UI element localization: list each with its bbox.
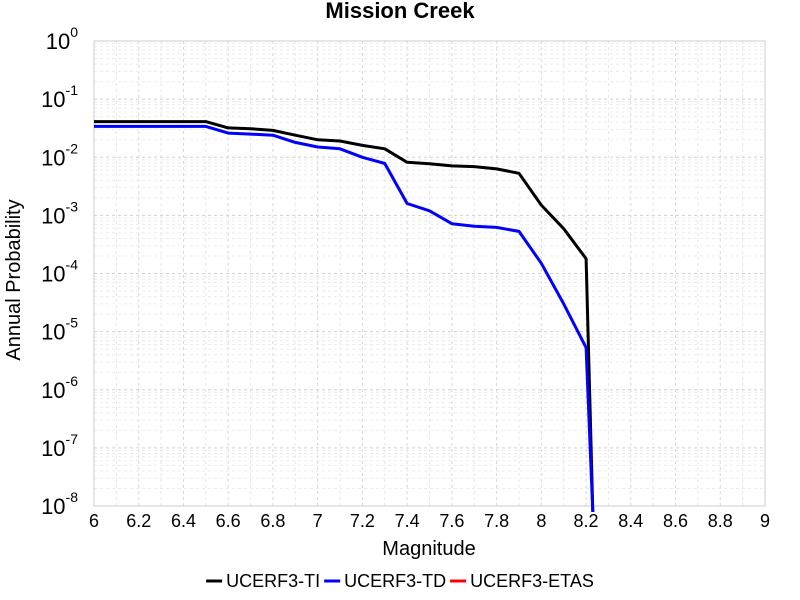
chart-title: Mission Creek	[325, 0, 475, 23]
legend: UCERF3-TI UCERF3-TD UCERF3-ETAS	[206, 571, 594, 591]
y-ticks: 100 10-1 10-2 10-3 10-4 10-5 10-6 10-7 10-8	[41, 24, 78, 519]
x-tick-label: 9	[760, 511, 770, 531]
x-tick-label: 8.6	[663, 511, 688, 531]
x-tick-label: 7.4	[395, 511, 420, 531]
y-tick-label: 10-2	[41, 140, 78, 170]
x-tick-label: 8.8	[708, 511, 733, 531]
y-tick-label: 10-3	[41, 198, 78, 228]
series-line-ucerf3-ti	[94, 120, 595, 513]
x-tick-label: 8	[536, 511, 546, 531]
y-tick-label: 10-1	[41, 82, 78, 112]
y-tick-label: 10-6	[41, 373, 78, 403]
legend-label: UCERF3-TI	[226, 571, 320, 591]
x-tick-label: 7.6	[439, 511, 464, 531]
y-tick-label: 10-5	[41, 315, 78, 345]
x-tick-label: 8.2	[574, 511, 599, 531]
y-axis-label: Annual Probability	[3, 199, 25, 360]
y-tick-label: 10-8	[41, 489, 78, 519]
x-tick-label: 6.2	[126, 511, 151, 531]
y-tick-label: 10-4	[41, 257, 78, 287]
x-tick-label: 6.6	[216, 511, 241, 531]
x-axis-label: Magnitude	[382, 538, 475, 560]
x-tick-label: 7	[313, 511, 323, 531]
y-tick-label: 10-7	[41, 431, 78, 461]
x-tick-label: 6.4	[171, 511, 196, 531]
legend-label: UCERF3-ETAS	[470, 571, 594, 591]
x-tick-label: 6.8	[260, 511, 285, 531]
x-tick-label: 8.4	[618, 511, 643, 531]
grid	[93, 40, 766, 507]
series-layer	[94, 120, 595, 513]
legend-label: UCERF3-TD	[344, 571, 446, 591]
x-tick-label: 7.8	[484, 511, 509, 531]
y-tick-label: 100	[46, 24, 78, 54]
x-tick-label: 7.2	[350, 511, 375, 531]
plot-frame	[93, 40, 766, 507]
x-tick-label: 6	[89, 511, 99, 531]
x-ticks: 6 6.2 6.4 6.6 6.8 7 7.2 7.4 7.6 7.8 8 8.2 8.4 8.6 8.8 9	[89, 511, 770, 531]
series-line-ucerf3-td	[94, 124, 595, 513]
